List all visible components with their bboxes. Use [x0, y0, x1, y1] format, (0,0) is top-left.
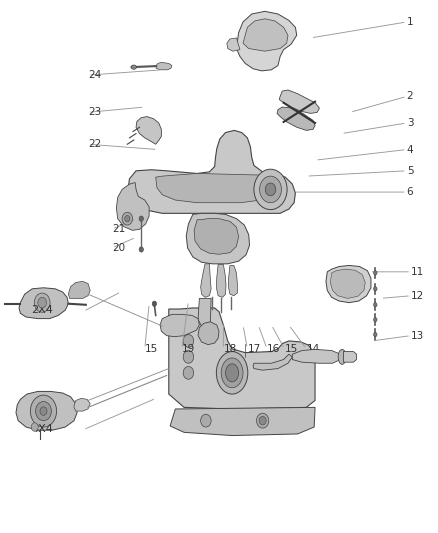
Ellipse shape: [338, 350, 346, 365]
Text: 4: 4: [407, 144, 413, 155]
Polygon shape: [156, 62, 172, 70]
Polygon shape: [160, 314, 199, 337]
Ellipse shape: [131, 65, 137, 69]
Circle shape: [183, 351, 194, 364]
Polygon shape: [117, 182, 149, 230]
Text: 6: 6: [407, 187, 413, 197]
Text: 12: 12: [411, 290, 424, 301]
Text: 16: 16: [267, 344, 280, 354]
Polygon shape: [229, 265, 237, 296]
Text: 18: 18: [223, 344, 237, 354]
Polygon shape: [136, 117, 161, 144]
Text: 5: 5: [407, 166, 413, 176]
Circle shape: [152, 301, 156, 306]
Text: 2X4: 2X4: [31, 305, 53, 315]
Text: 19: 19: [182, 344, 195, 354]
Text: 15: 15: [145, 344, 158, 354]
Text: 20: 20: [112, 243, 125, 253]
Circle shape: [265, 183, 276, 196]
Polygon shape: [74, 398, 90, 411]
Ellipse shape: [216, 352, 248, 394]
Ellipse shape: [226, 364, 239, 382]
Circle shape: [183, 335, 194, 348]
Circle shape: [374, 287, 377, 291]
Polygon shape: [201, 264, 211, 297]
Circle shape: [40, 407, 47, 415]
Text: 17: 17: [247, 344, 261, 354]
Circle shape: [374, 333, 377, 337]
Text: 23: 23: [88, 107, 101, 117]
Polygon shape: [170, 407, 315, 435]
Circle shape: [125, 215, 130, 222]
Polygon shape: [277, 107, 315, 131]
Polygon shape: [194, 219, 239, 254]
Polygon shape: [243, 19, 288, 51]
Polygon shape: [198, 322, 219, 345]
Text: 14: 14: [306, 344, 320, 354]
Circle shape: [257, 413, 269, 428]
Text: 3: 3: [407, 118, 413, 128]
Polygon shape: [237, 11, 297, 71]
Polygon shape: [343, 352, 357, 362]
Circle shape: [38, 297, 46, 308]
Polygon shape: [326, 265, 371, 303]
Circle shape: [183, 319, 194, 332]
Circle shape: [259, 416, 266, 425]
Polygon shape: [155, 173, 274, 203]
Polygon shape: [253, 354, 292, 370]
Text: 1: 1: [407, 17, 413, 27]
Text: 22: 22: [88, 139, 101, 149]
Text: 4X4: 4X4: [31, 424, 53, 434]
Circle shape: [201, 414, 211, 427]
Polygon shape: [68, 281, 90, 298]
Circle shape: [30, 395, 57, 427]
Polygon shape: [216, 264, 226, 297]
Polygon shape: [19, 288, 68, 319]
Polygon shape: [279, 90, 319, 114]
Circle shape: [139, 247, 144, 252]
Polygon shape: [198, 298, 211, 328]
Text: 11: 11: [411, 267, 424, 277]
Polygon shape: [169, 308, 315, 409]
Circle shape: [34, 293, 50, 312]
Polygon shape: [186, 213, 250, 264]
Text: 24: 24: [88, 70, 101, 80]
Circle shape: [183, 367, 194, 379]
Circle shape: [374, 318, 377, 322]
Polygon shape: [128, 131, 295, 213]
Text: 2: 2: [407, 91, 413, 101]
Circle shape: [254, 169, 287, 209]
Circle shape: [35, 401, 51, 421]
Circle shape: [122, 212, 133, 225]
Text: 13: 13: [411, 330, 424, 341]
Polygon shape: [16, 391, 77, 430]
Circle shape: [374, 303, 377, 307]
Text: 15: 15: [285, 344, 298, 354]
Polygon shape: [330, 269, 365, 298]
Circle shape: [31, 423, 38, 431]
Text: 21: 21: [112, 224, 125, 235]
Polygon shape: [227, 38, 240, 51]
Circle shape: [374, 271, 377, 275]
Ellipse shape: [221, 358, 243, 387]
Circle shape: [260, 176, 282, 203]
Circle shape: [139, 216, 144, 221]
Polygon shape: [292, 350, 340, 364]
